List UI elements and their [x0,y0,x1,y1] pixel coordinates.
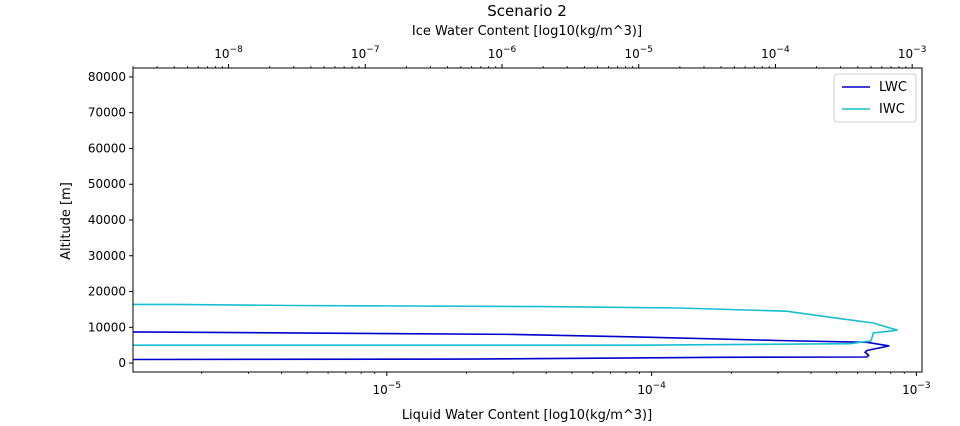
series-line-iwc [133,303,898,347]
top-x-tick-label: 10−3 [898,45,927,61]
legend-box [833,73,917,123]
x-axis-title: Liquid Water Content [log10(kg/m^3)] [402,408,652,423]
plot-area [133,303,898,361]
y-tick-label: 80000 [88,70,126,84]
legend-label-iwc: IWC [879,102,905,117]
top-x-tick-label: 10−4 [761,45,790,61]
x-tick-label: 10−4 [637,381,666,397]
series-line-lwc [133,331,890,361]
y-tick-label: 20000 [88,285,126,299]
y-tick-label: 30000 [88,249,126,263]
top-x-tick-label: 10−7 [351,45,380,61]
top-x-tick-label: 10−8 [214,45,243,61]
top-axis-title: Ice Water Content [log10(kg/m^3)] [412,24,642,39]
legend-label-lwc: LWC [879,80,907,95]
y-tick-label: 40000 [88,213,126,227]
x-tick-label: 10−3 [902,381,931,397]
plot-frame [132,67,923,373]
y-tick-label: 70000 [88,106,126,120]
top-x-tick-label: 10−6 [488,45,517,61]
legend: LWC IWC [833,73,917,123]
y-tick-label: 10000 [88,320,126,334]
x-tick-label: 10−5 [373,381,402,397]
y-tick-label: 0 [118,356,126,370]
chart-title: Scenario 2 [487,2,567,20]
y-tick-label: 50000 [88,177,126,191]
y-axis-title: Altitude [m] [59,182,74,260]
top-x-tick-label: 10−5 [624,45,653,61]
y-tick-label: 60000 [88,141,126,155]
